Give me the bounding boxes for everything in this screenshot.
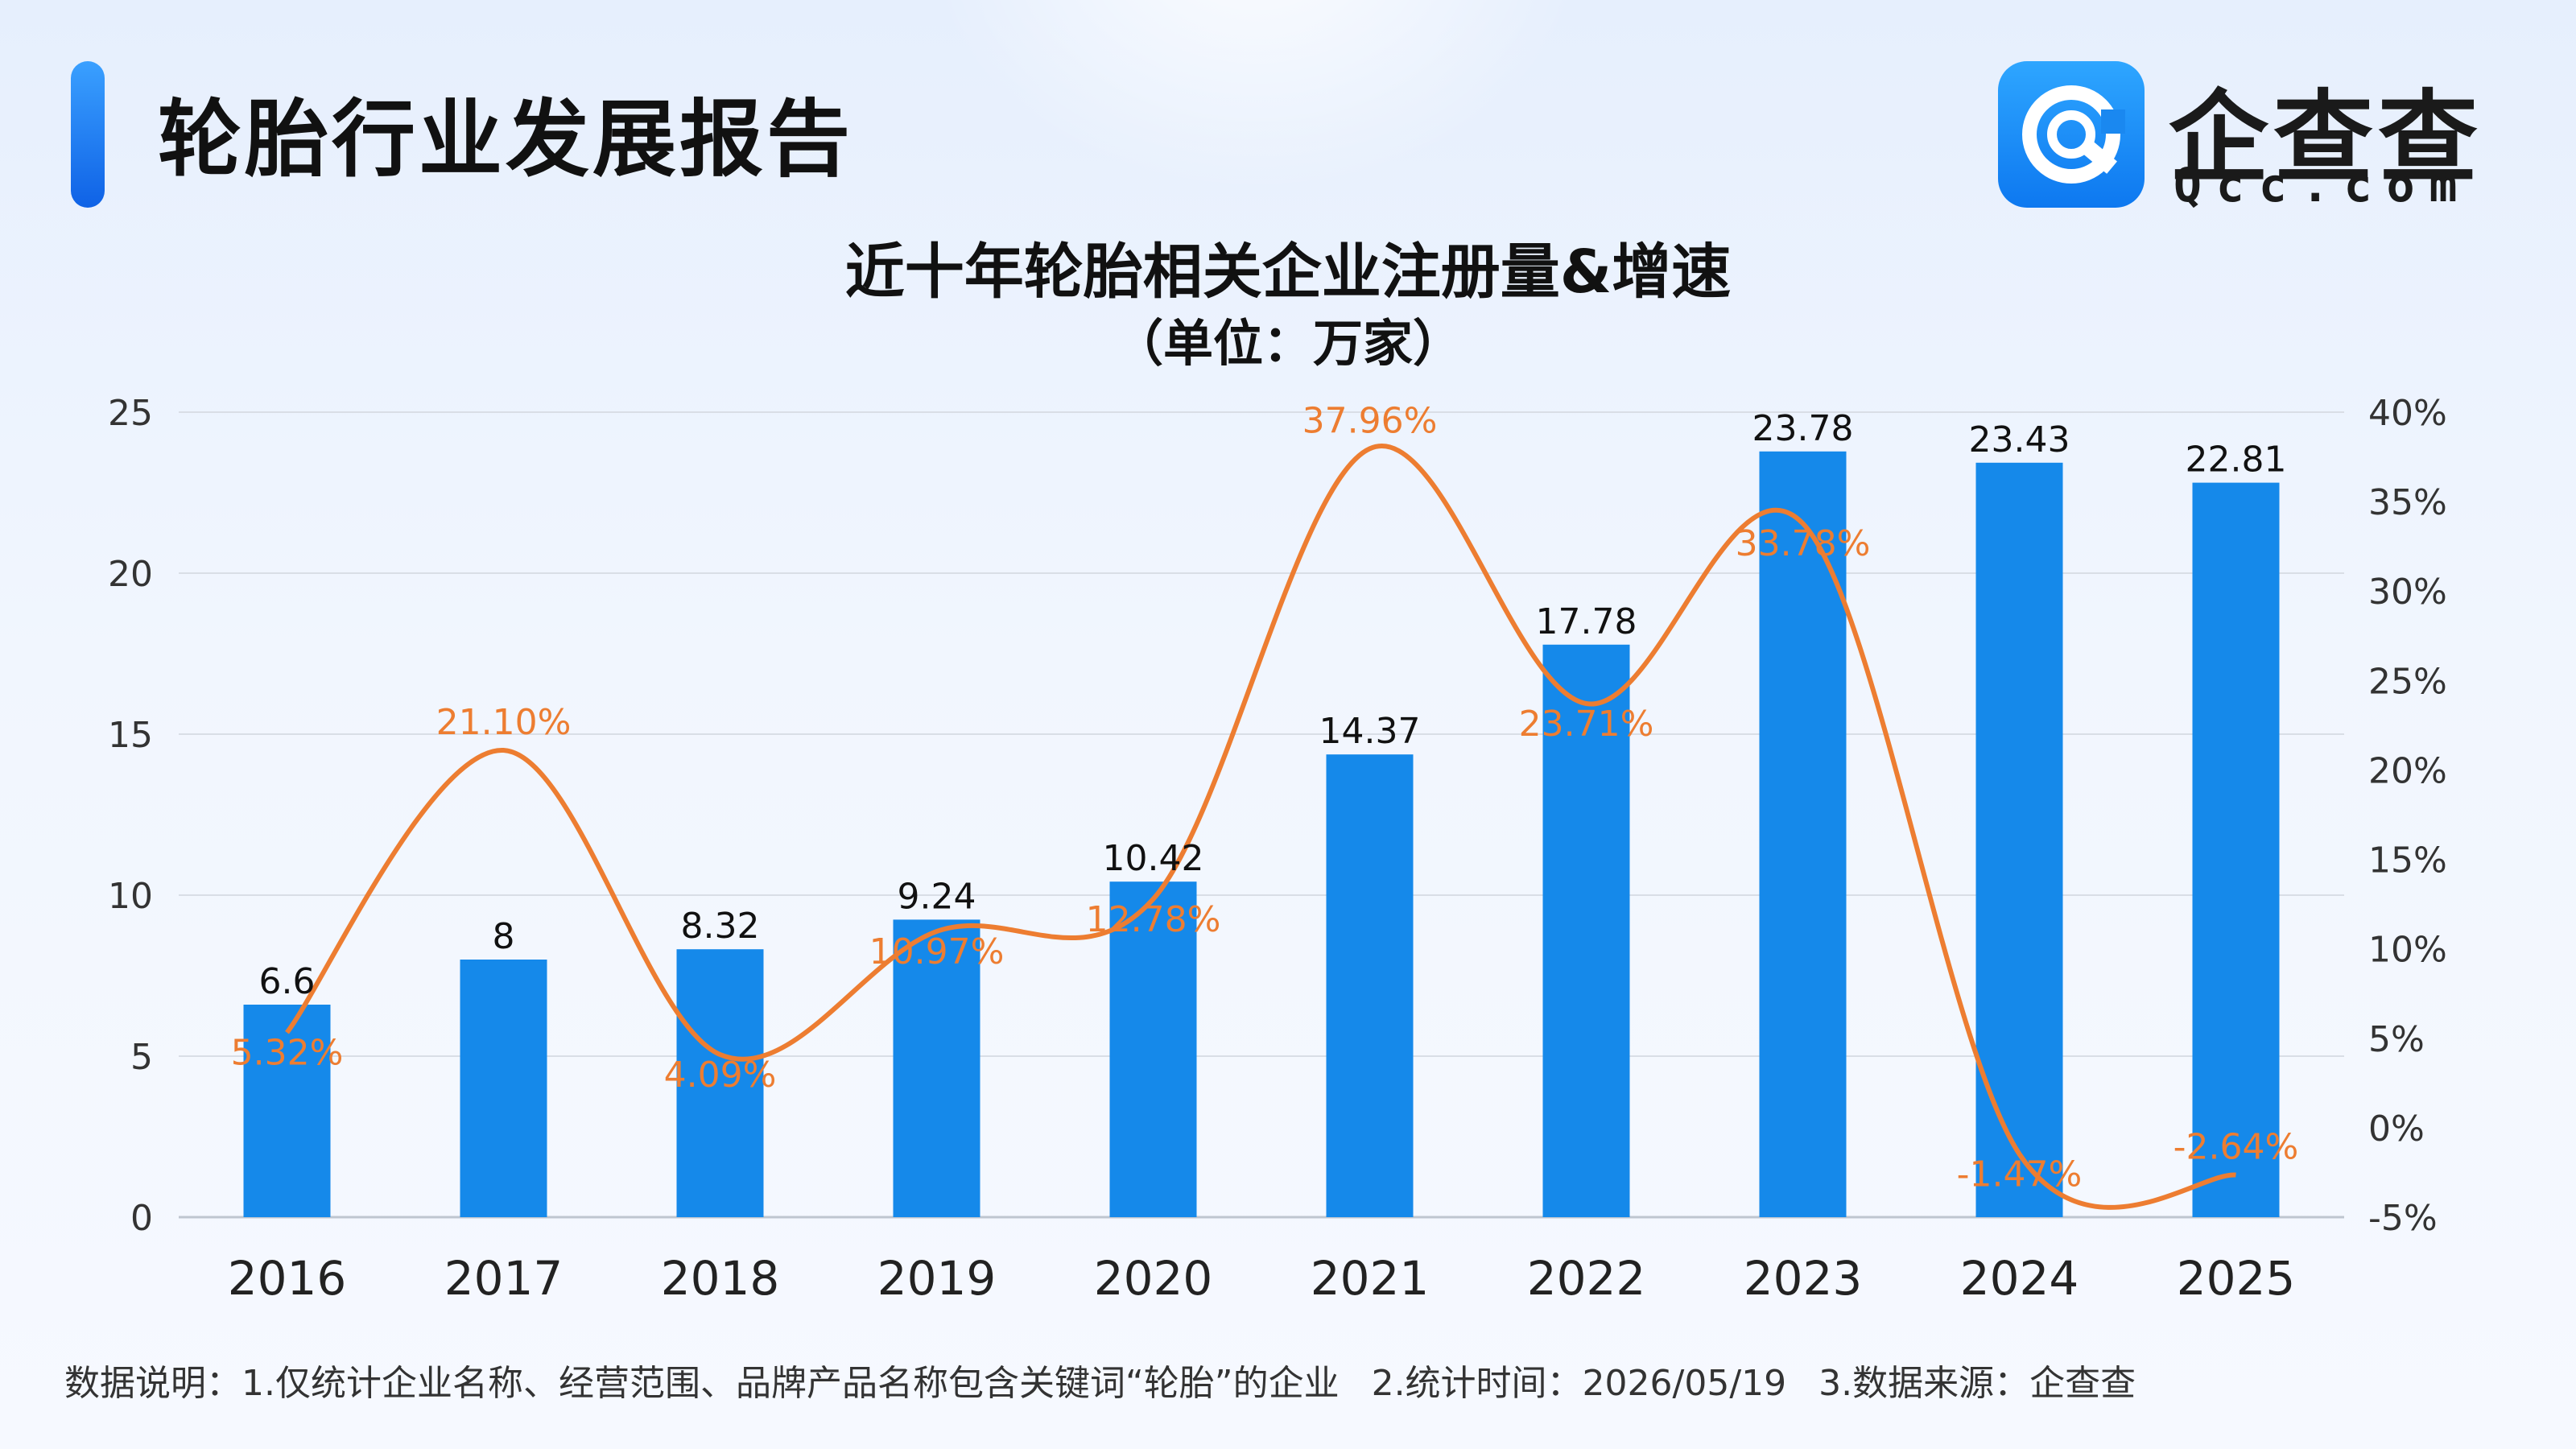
line-data-label: 33.78% bbox=[1736, 523, 1871, 564]
footnote-note2: 2.统计时间：2026/05/19 bbox=[1371, 1363, 1787, 1404]
bar bbox=[1975, 462, 2063, 1217]
qcc-logo-icon bbox=[1998, 61, 2145, 208]
x-tick-label: 2020 bbox=[1094, 1251, 1213, 1306]
bar bbox=[893, 919, 980, 1217]
y-left-tick-label: 25 bbox=[108, 393, 153, 434]
x-tick-label: 2019 bbox=[877, 1251, 997, 1306]
bar-data-label: 23.43 bbox=[1969, 419, 2070, 460]
y-right-tick-label: 30% bbox=[2368, 572, 2447, 613]
x-tick-label: 2022 bbox=[1527, 1251, 1646, 1306]
x-tick-label: 2025 bbox=[2177, 1251, 2296, 1306]
x-tick-label: 2018 bbox=[661, 1251, 780, 1306]
line-data-label: -2.64% bbox=[2174, 1127, 2299, 1168]
y-right-tick-label: -5% bbox=[2368, 1198, 2438, 1239]
bar bbox=[2192, 482, 2280, 1217]
y-left-tick-label: 10 bbox=[108, 876, 153, 917]
x-tick-label: 2017 bbox=[444, 1251, 564, 1306]
bar bbox=[1109, 881, 1197, 1217]
bar-data-label: 8 bbox=[493, 916, 515, 957]
line-data-label: 23.71% bbox=[1519, 704, 1654, 745]
bar bbox=[243, 1005, 331, 1217]
x-tick-label: 2016 bbox=[228, 1251, 347, 1306]
line-data-label: 4.09% bbox=[664, 1055, 777, 1096]
bar bbox=[1759, 451, 1847, 1217]
bar bbox=[1542, 644, 1630, 1217]
chart-title: 近十年轮胎相关企业注册量&增速 bbox=[844, 237, 1732, 307]
y-right-tick-label: 25% bbox=[2368, 661, 2447, 702]
line-data-label: 12.78% bbox=[1086, 899, 1221, 940]
y-right-tick-label: 5% bbox=[2368, 1019, 2425, 1060]
bar-data-label: 9.24 bbox=[898, 876, 976, 917]
y-left-tick-label: 20 bbox=[108, 554, 153, 595]
y-right-tick-label: 0% bbox=[2368, 1108, 2425, 1150]
line-data-label: 10.97% bbox=[869, 931, 1005, 972]
logo-name: 企查查 bbox=[2169, 80, 2483, 196]
bar bbox=[1326, 754, 1414, 1217]
bar bbox=[460, 960, 547, 1217]
bar-data-label: 8.32 bbox=[681, 906, 760, 947]
x-tick-label: 2021 bbox=[1311, 1251, 1430, 1306]
x-tick-label: 2023 bbox=[1744, 1251, 1863, 1306]
x-tick-label: 2024 bbox=[1960, 1251, 2079, 1306]
y-right-tick-label: 20% bbox=[2368, 750, 2447, 791]
footnote-note3: 3.数据来源：企查查 bbox=[1818, 1363, 2136, 1404]
title-accent-bar bbox=[71, 61, 105, 208]
y-left-tick-label: 15 bbox=[108, 715, 153, 756]
line-data-label: 21.10% bbox=[436, 702, 572, 743]
line-data-label: -1.47% bbox=[1957, 1154, 2083, 1195]
footnote-note1: 1.仅统计企业名称、经营范围、品牌产品名称包含关键词“轮胎”的企业 bbox=[242, 1363, 1340, 1404]
line-data-label: 37.96% bbox=[1302, 400, 1438, 441]
qcc-logo-mark bbox=[2022, 85, 2125, 184]
bar-data-label: 23.78 bbox=[1752, 408, 1854, 449]
y-left-tick-label: 0 bbox=[130, 1198, 153, 1239]
bar bbox=[676, 949, 764, 1217]
chart-subtitle: （单位：万家） bbox=[1113, 314, 1463, 373]
y-right-tick-label: 15% bbox=[2368, 840, 2447, 881]
footnote: 数据说明：1.仅统计企业名称、经营范围、品牌产品名称包含关键词“轮胎”的企业 2.… bbox=[64, 1354, 2168, 1406]
report-title: 轮胎行业发展报告 bbox=[158, 90, 854, 188]
line-data-label: 5.32% bbox=[231, 1033, 344, 1074]
bar-data-label: 22.81 bbox=[2186, 440, 2287, 481]
bar-data-label: 10.42 bbox=[1103, 838, 1204, 879]
bar-data-label: 6.6 bbox=[259, 961, 316, 1002]
footnote-prefix: 数据说明： bbox=[64, 1363, 242, 1404]
y-left-tick-label: 5 bbox=[130, 1037, 153, 1078]
bar-data-label: 17.78 bbox=[1536, 601, 1637, 642]
y-right-tick-label: 40% bbox=[2368, 393, 2447, 434]
logo-domain: Qcc.com bbox=[2174, 158, 2472, 213]
y-right-tick-label: 10% bbox=[2368, 930, 2447, 971]
growth-line bbox=[285, 444, 2236, 1210]
y-right-tick-label: 35% bbox=[2368, 482, 2447, 523]
bar-data-label: 14.37 bbox=[1319, 711, 1421, 752]
